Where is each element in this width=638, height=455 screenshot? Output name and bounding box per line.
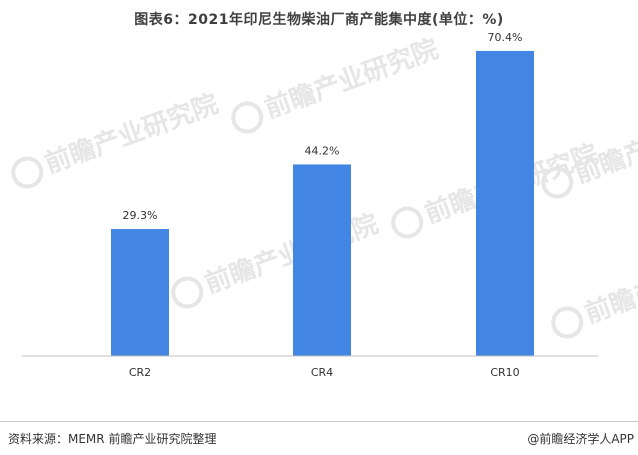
watermark-logo-icon (171, 276, 204, 309)
value-label-cr2: 29.3% (123, 209, 158, 222)
x-tick-label-layer: CR2 CR4 CR10 (129, 366, 520, 379)
watermark-logo-icon (11, 156, 44, 189)
brand-text: @前瞻经济学人APP (527, 432, 634, 446)
watermark-text: 前瞻产业研究院 (581, 238, 638, 329)
watermark-text: 前瞻产业研究院 (41, 88, 223, 179)
watermark: 前瞻产业研究院 (231, 33, 443, 134)
value-label-cr10: 70.4% (488, 31, 523, 44)
watermark: 前瞻产业研究院 (11, 88, 223, 189)
bar-layer (111, 50, 534, 356)
x-tick-label-cr2: CR2 (129, 366, 151, 379)
watermark-logo-icon (541, 166, 574, 199)
watermark-logo-icon (231, 101, 264, 134)
value-label-cr4: 44.2% (305, 144, 340, 157)
x-tick-label-cr4: CR4 (311, 366, 333, 379)
x-tick-label-cr10: CR10 (490, 366, 519, 379)
watermark-text: 前瞻产业研究院 (261, 33, 443, 124)
bar-cr10 (476, 50, 534, 356)
source-text: 资料来源：MEMR 前瞻产业研究院整理 (8, 432, 217, 446)
watermark: 前瞻产业研究院 (551, 238, 638, 339)
value-label-layer: 29.3% 44.2% 70.4% (123, 31, 523, 222)
footer: 资料来源：MEMR 前瞻产业研究院整理 @前瞻经济学人APP (0, 421, 638, 455)
watermark-logo-icon (391, 206, 424, 239)
bar-cr2 (111, 229, 169, 356)
chart-title: 图表6：2021年印尼生物柴油厂商产能集中度(单位：%) (134, 12, 504, 28)
chart-canvas: 前瞻产业研究院前瞻产业研究院前瞻产业研究院前瞻产业研究院前瞻产业研究院前瞻产业研… (11, 31, 638, 379)
watermark-logo-icon (551, 306, 584, 339)
bar-cr4 (293, 164, 351, 356)
watermark-text: 前瞻产业研究院 (201, 208, 383, 299)
